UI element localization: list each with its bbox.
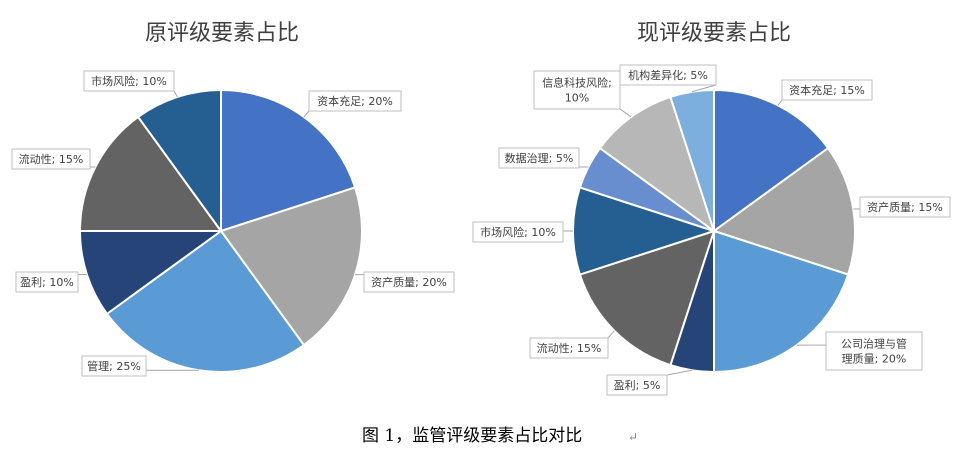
data-label: 公司治理与管	[841, 337, 907, 351]
data-label-box	[619, 64, 717, 86]
data-labels-original: 资本充足; 20% 资产质量; 20% 管理; 25% 盈利; 10% 流动性; 15%…	[11, 70, 455, 377]
data-label: 资本充足; 20%	[317, 94, 393, 108]
figure-caption: 图 1，监管评级要素占比对比	[362, 426, 582, 446]
data-label: 资产质量; 15%	[867, 200, 943, 214]
data-label-box	[825, 331, 923, 371]
chart-title-current: 现评级要素占比	[637, 21, 791, 46]
leader-line	[607, 330, 615, 339]
leader-line	[173, 90, 178, 98]
pie1-slice-0	[713, 88, 830, 233]
data-label-box	[81, 355, 147, 377]
data-label: 机构差异化; 5%	[628, 68, 708, 82]
data-label: 数据治理; 5%	[505, 151, 574, 165]
data-label: 资本充足; 15%	[789, 83, 865, 97]
data-label-box	[533, 70, 621, 110]
data-label-box	[472, 221, 564, 243]
data-label-box	[529, 337, 609, 359]
data-label-box	[308, 90, 402, 112]
leader-line	[666, 369, 693, 376]
leader-line	[691, 84, 717, 93]
data-label-box	[498, 147, 580, 169]
leader-line	[777, 99, 783, 106]
data-label: 盈利; 10%	[20, 276, 74, 289]
pie0-slice-2	[105, 229, 306, 373]
leader-line	[303, 110, 310, 118]
pie-chart-current	[572, 88, 856, 374]
data-label: 信息科技风险;	[542, 76, 612, 90]
pie0-slice-0	[220, 88, 357, 233]
paragraph-mark: ↵	[628, 430, 638, 444]
data-label: 资产质量; 20%	[371, 275, 447, 289]
pie1-slice-1	[711, 146, 856, 276]
data-label: 盈利; 5%	[614, 379, 661, 392]
data-label: 市场风险; 10%	[480, 225, 556, 239]
data-label-box	[363, 271, 455, 293]
data-label-box	[15, 271, 79, 293]
data-label: 市场风险; 10%	[91, 74, 167, 88]
data-label-box	[781, 79, 873, 101]
leader-line	[619, 108, 632, 118]
pie1-slice-5	[572, 186, 718, 276]
pie0-slice-3	[78, 230, 225, 316]
data-label-box	[11, 148, 91, 170]
data-label-box	[859, 196, 951, 218]
data-label: 流动性; 15%	[19, 152, 84, 166]
data-label-box	[83, 70, 175, 92]
data-label: 流动性; 15%	[537, 341, 602, 355]
data-label-box	[606, 374, 668, 396]
data-label: 10%	[565, 92, 589, 105]
data-label: 管理; 25%	[87, 359, 141, 373]
pie1-slice-8	[669, 88, 715, 232]
pie0-slice-5	[136, 88, 222, 235]
data-label: 理质量; 20%	[842, 353, 907, 366]
pie1-slice-7	[598, 95, 716, 234]
chart-title-original: 原评级要素占比	[145, 21, 299, 46]
pie0-slice-1	[219, 186, 363, 347]
pie-chart-original	[78, 88, 363, 373]
